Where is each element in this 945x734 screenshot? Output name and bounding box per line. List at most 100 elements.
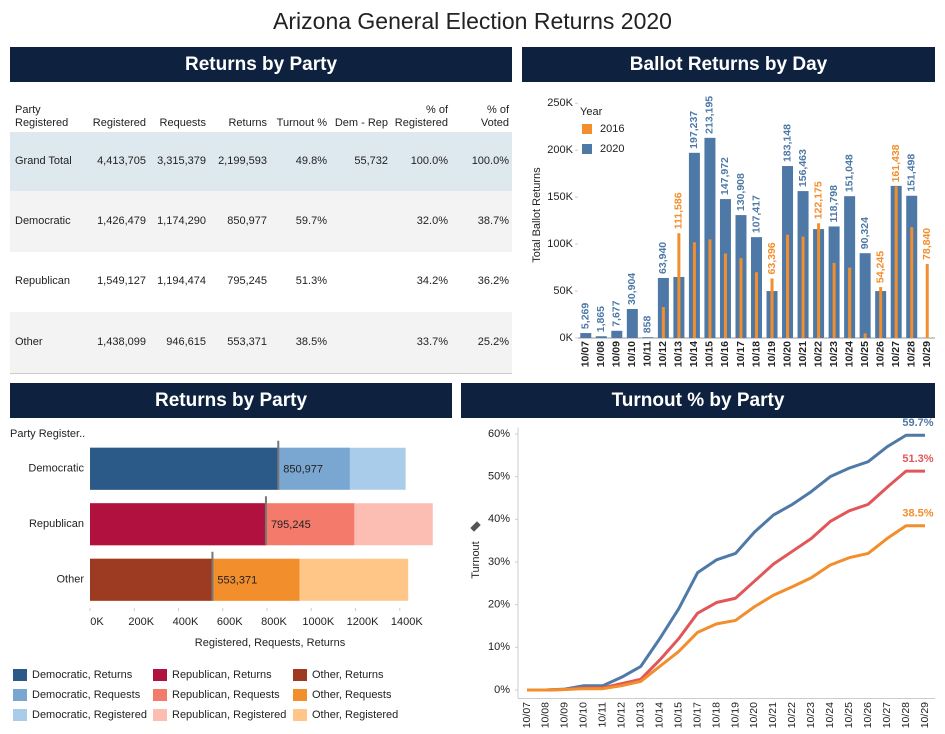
value-label: 151,048 bbox=[843, 154, 855, 192]
line bbox=[527, 433, 925, 692]
column-header: Turnout % bbox=[276, 117, 327, 129]
bar bbox=[704, 137, 716, 338]
y-tick-label: 60% bbox=[488, 428, 510, 440]
x-tick-label: 200K bbox=[128, 616, 154, 628]
y-tick-label: 10% bbox=[488, 641, 510, 653]
x-tick-label: 10/22 bbox=[812, 341, 824, 367]
x-tick-label: 10/19 bbox=[766, 341, 778, 367]
panel-header: Returns by Party bbox=[10, 383, 452, 418]
value-label: 553,371 bbox=[217, 575, 257, 587]
value-label: 5,269 bbox=[580, 303, 592, 329]
table-cell: Grand Total bbox=[15, 154, 72, 167]
column-header: % of Voted bbox=[480, 104, 509, 129]
table-cell: 32.0% bbox=[416, 214, 448, 227]
value-label: 78,840 bbox=[921, 228, 933, 260]
x-tick-label: 10/25 bbox=[843, 702, 855, 728]
table-cell: Republican bbox=[15, 275, 71, 287]
bar bbox=[844, 196, 856, 338]
table-cell: 38.7% bbox=[477, 214, 509, 227]
x-tick-label: 10/08 bbox=[595, 341, 607, 367]
x-tick-label: 10/13 bbox=[634, 702, 646, 728]
table-row bbox=[10, 312, 512, 373]
table-row bbox=[10, 191, 512, 252]
legend-label: Other, Registered bbox=[312, 709, 398, 721]
value-label: 107,417 bbox=[750, 195, 762, 233]
category-label: Other bbox=[56, 574, 84, 586]
x-tick-label: 10/27 bbox=[881, 702, 893, 728]
y-tick-label: 0% bbox=[494, 684, 510, 696]
x-tick-label: 10/15 bbox=[672, 702, 684, 728]
x-tick-label: 10/14 bbox=[653, 702, 665, 728]
bar bbox=[786, 234, 790, 338]
x-tick-label: 10/28 bbox=[905, 341, 917, 367]
x-tick-label: 10/16 bbox=[719, 341, 731, 367]
legend-label: Other, Requests bbox=[312, 689, 392, 701]
table-border bbox=[10, 373, 512, 374]
table-cell: 100.0% bbox=[410, 154, 448, 167]
y-tick-label: 30% bbox=[488, 556, 510, 568]
legend-label: Republican, Registered bbox=[172, 709, 286, 721]
table-cell: 59.7% bbox=[295, 214, 327, 227]
x-tick-label: 10/21 bbox=[767, 702, 779, 728]
value-label: 63,396 bbox=[766, 242, 778, 274]
table-cell: 55,732 bbox=[354, 154, 388, 167]
table-cell: 25.2% bbox=[477, 335, 509, 348]
y-axis-label: Total Ballot Returns bbox=[531, 167, 543, 263]
legend-label: Democratic, Registered bbox=[32, 709, 147, 721]
line bbox=[527, 524, 925, 692]
bar bbox=[723, 253, 727, 338]
bar bbox=[755, 272, 758, 338]
value-label: 63,940 bbox=[657, 242, 669, 274]
y-tick-label: 150K bbox=[547, 191, 573, 203]
x-tick-label: 10/27 bbox=[890, 341, 902, 367]
x-tick-label: 600K bbox=[217, 616, 243, 628]
column-header: Party Registered bbox=[15, 104, 69, 129]
bar bbox=[879, 287, 883, 338]
x-tick-label: 10/09 bbox=[611, 341, 623, 367]
legend-label: Republican, Returns bbox=[172, 669, 272, 681]
category-label: Republican bbox=[29, 518, 84, 530]
table-row bbox=[10, 132, 512, 191]
value-label: 59.7% bbox=[902, 417, 933, 429]
table-cell: 795,245 bbox=[227, 275, 267, 287]
x-tick-label: 10/11 bbox=[597, 702, 609, 728]
x-tick-label: 10/13 bbox=[673, 341, 685, 367]
x-tick-label: 10/24 bbox=[824, 702, 836, 728]
x-tick-label: 10/29 bbox=[919, 702, 931, 728]
bar bbox=[626, 308, 638, 338]
legend-swatch bbox=[153, 689, 167, 701]
value-label: 151,498 bbox=[905, 154, 917, 192]
x-tick-label: 10/07 bbox=[521, 702, 533, 728]
table-cell: 1,438,099 bbox=[97, 335, 146, 348]
x-tick-label: 10/10 bbox=[578, 702, 590, 728]
table-cell: 553,371 bbox=[227, 335, 267, 348]
value-label: 38.5% bbox=[902, 508, 933, 520]
legend-swatch bbox=[582, 124, 592, 134]
panel-header: Turnout % by Party bbox=[461, 383, 935, 418]
y-axis-label: Turnout bbox=[470, 541, 482, 579]
x-tick-label: 800K bbox=[261, 616, 287, 628]
value-label: 118,798 bbox=[828, 185, 840, 223]
bar bbox=[642, 337, 654, 338]
x-tick-label: 10/14 bbox=[688, 341, 700, 367]
table-cell: 946,615 bbox=[166, 335, 206, 348]
pin-icon bbox=[470, 521, 481, 532]
x-tick-label: 10/26 bbox=[862, 702, 874, 728]
x-tick-label: 10/18 bbox=[750, 341, 762, 367]
x-tick-label: 400K bbox=[173, 616, 199, 628]
y-tick-label: 200K bbox=[547, 144, 573, 156]
legend-swatch bbox=[13, 709, 27, 721]
y-axis-header: Party Register.. bbox=[10, 428, 85, 440]
legend-swatch bbox=[293, 709, 307, 721]
bar bbox=[832, 262, 836, 338]
panel-header: Ballot Returns by Day bbox=[522, 47, 935, 82]
table-cell: 4,413,705 bbox=[97, 154, 146, 167]
bar bbox=[910, 227, 914, 338]
table-cell: 2,199,593 bbox=[218, 154, 267, 167]
line bbox=[527, 469, 925, 692]
bar bbox=[739, 258, 743, 338]
table-row bbox=[10, 252, 512, 312]
column-header: % of Registered bbox=[394, 104, 448, 129]
x-tick-label: 10/08 bbox=[540, 702, 552, 728]
